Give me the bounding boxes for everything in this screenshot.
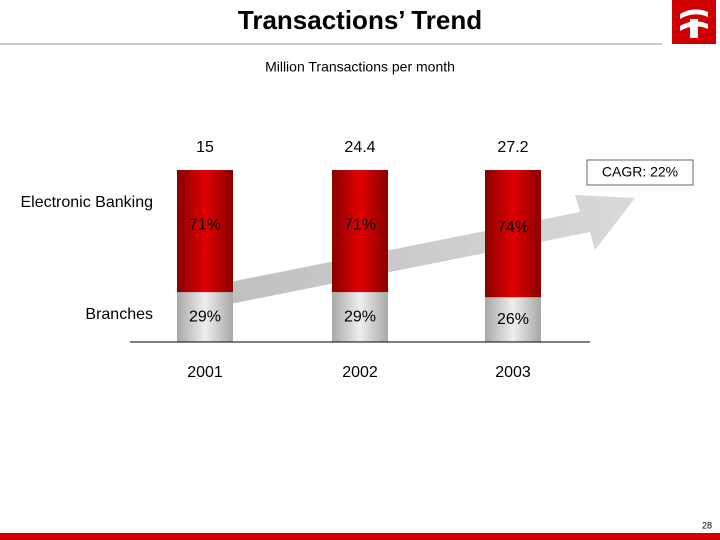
value-label: 29% [189, 308, 221, 325]
value-label: 71% [344, 216, 376, 233]
trend-arrow [180, 195, 635, 312]
slide-title: Transactions’ Trend [238, 5, 482, 35]
bar-segment [485, 170, 541, 298]
series-label-text: Branches [85, 306, 153, 323]
series-label: Branches [85, 306, 153, 323]
bar-segment [177, 170, 233, 293]
series-label: Electronic Banking [20, 194, 153, 211]
total-label: 24.4 [344, 139, 375, 156]
chart-subtitle: Million Transactions per month [265, 59, 455, 75]
bar-segment [332, 170, 388, 293]
plot: 29% 71% 15 2001 29% 71% 24.4 2002 26% 74% 27.2 2003 [177, 139, 541, 381]
bar-segment [177, 292, 233, 342]
page-number: 28 [702, 520, 712, 530]
x-tick-label: 2001 [187, 364, 223, 381]
bar-segment [332, 292, 388, 342]
annotation-box [586, 159, 694, 186]
value-label: 74% [497, 219, 529, 236]
total-label: 27.2 [497, 139, 528, 156]
x-tick-label: 2002 [342, 364, 378, 381]
value-label: 71% [189, 216, 221, 233]
series-label-text: Electronic Banking [20, 194, 153, 211]
x-tick-label: 2003 [495, 364, 531, 381]
logo [672, 0, 716, 44]
value-label: 26% [497, 311, 529, 328]
footer-bar [0, 533, 720, 540]
value-label: 29% [344, 308, 376, 325]
annotation: CAGR: 22% [602, 164, 678, 180]
total-label: 15 [196, 139, 214, 156]
bar-segment [485, 297, 541, 342]
